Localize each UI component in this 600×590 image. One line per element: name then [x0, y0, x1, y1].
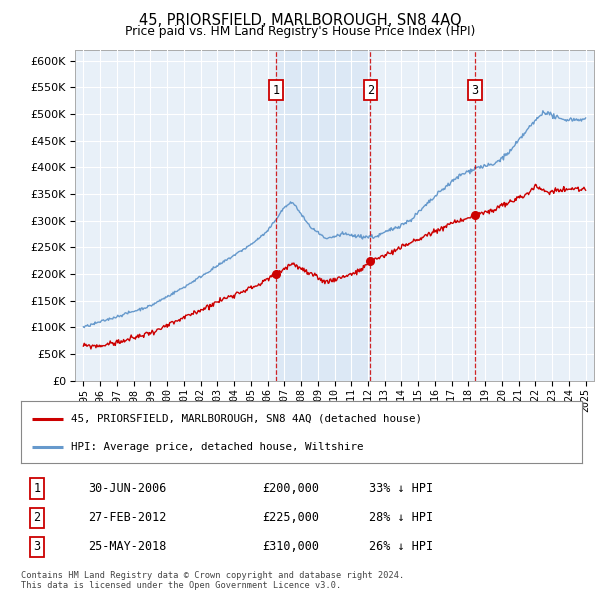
Text: Contains HM Land Registry data © Crown copyright and database right 2024.: Contains HM Land Registry data © Crown c… — [21, 571, 404, 579]
Text: This data is licensed under the Open Government Licence v3.0.: This data is licensed under the Open Gov… — [21, 581, 341, 589]
Text: 1: 1 — [33, 482, 40, 495]
Text: 30-JUN-2006: 30-JUN-2006 — [88, 482, 167, 495]
Text: HPI: Average price, detached house, Wiltshire: HPI: Average price, detached house, Wilt… — [71, 442, 364, 452]
Text: 3: 3 — [472, 84, 479, 97]
Text: 33% ↓ HPI: 33% ↓ HPI — [369, 482, 433, 495]
Text: 45, PRIORSFIELD, MARLBOROUGH, SN8 4AQ: 45, PRIORSFIELD, MARLBOROUGH, SN8 4AQ — [139, 13, 461, 28]
Bar — [276, 50, 370, 381]
Text: 1: 1 — [272, 84, 280, 97]
Text: 2: 2 — [367, 84, 374, 97]
Text: 2: 2 — [33, 511, 40, 525]
Text: £200,000: £200,000 — [262, 482, 319, 495]
Text: 28% ↓ HPI: 28% ↓ HPI — [369, 511, 433, 525]
Text: £310,000: £310,000 — [262, 540, 319, 553]
Text: 3: 3 — [33, 540, 40, 553]
Text: 25-MAY-2018: 25-MAY-2018 — [88, 540, 167, 553]
Text: 27-FEB-2012: 27-FEB-2012 — [88, 511, 167, 525]
Text: 45, PRIORSFIELD, MARLBOROUGH, SN8 4AQ (detached house): 45, PRIORSFIELD, MARLBOROUGH, SN8 4AQ (d… — [71, 414, 422, 424]
Text: 26% ↓ HPI: 26% ↓ HPI — [369, 540, 433, 553]
Text: Price paid vs. HM Land Registry's House Price Index (HPI): Price paid vs. HM Land Registry's House … — [125, 25, 475, 38]
Text: £225,000: £225,000 — [262, 511, 319, 525]
